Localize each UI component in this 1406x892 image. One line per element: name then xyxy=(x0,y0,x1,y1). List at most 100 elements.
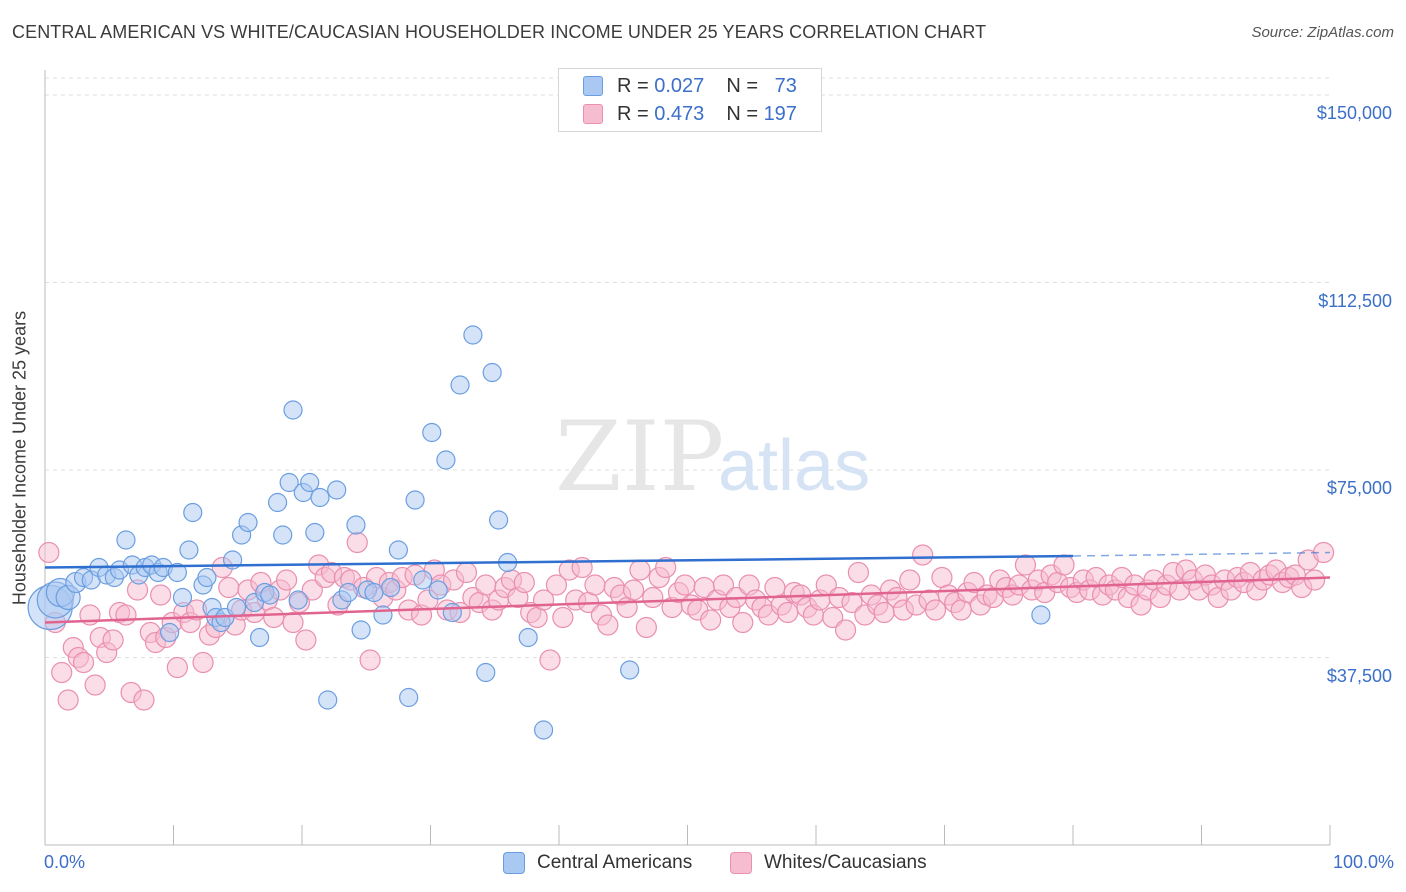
data-point-whites xyxy=(166,656,188,679)
source-label: Source: ZipAtlas.com xyxy=(1251,24,1394,41)
data-point-whites xyxy=(1053,554,1075,576)
y-tick-label: $37,500 xyxy=(1326,665,1392,686)
data-point-whites xyxy=(847,561,870,584)
data-point-central-americans xyxy=(172,587,193,608)
x-tick-label-left: 0.0% xyxy=(44,852,86,872)
data-point-whites xyxy=(629,559,651,581)
legend-swatch-blue xyxy=(583,76,603,96)
data-point-whites xyxy=(642,586,664,609)
data-point-whites xyxy=(359,649,381,671)
data-point-central-americans xyxy=(327,480,347,500)
data-point-whites xyxy=(700,609,722,631)
data-point-central-americans xyxy=(288,590,308,610)
data-point-whites xyxy=(622,579,645,601)
bottom-legend-central-americans: Central Americans xyxy=(503,852,692,874)
y-tick-label: $112,500 xyxy=(1318,290,1392,311)
data-point-whites xyxy=(963,571,985,594)
data-point-central-americans xyxy=(442,602,462,623)
data-point-central-americans xyxy=(238,512,258,533)
data-point-central-americans xyxy=(226,597,247,618)
data-point-central-americans xyxy=(300,472,320,493)
data-point-whites xyxy=(545,574,568,596)
y-tick-label: $150,000 xyxy=(1316,103,1392,123)
data-point-whites xyxy=(539,649,561,671)
legend-r-value: 0.473 xyxy=(654,102,705,125)
data-point-central-americans xyxy=(428,580,448,600)
data-point-central-americans xyxy=(373,605,393,625)
data-point-whites xyxy=(899,569,921,591)
data-point-central-americans xyxy=(1031,605,1051,625)
data-point-central-americans xyxy=(518,627,538,648)
data-point-whites xyxy=(295,629,317,651)
data-point-whites xyxy=(263,606,285,629)
data-point-central-americans xyxy=(476,662,496,683)
data-point-central-americans xyxy=(463,325,483,345)
legend-row-whites: R = 0.473 N = 197 xyxy=(583,101,797,127)
trend-line-blue xyxy=(44,554,1074,569)
data-point-central-americans xyxy=(399,687,419,708)
data-point-central-americans xyxy=(351,620,371,640)
legend-n-value: 73 xyxy=(774,74,797,97)
data-point-whites xyxy=(102,629,124,651)
legend-row-central-americans: R = 0.027 N = 73 xyxy=(583,73,797,99)
data-point-central-americans xyxy=(310,487,330,508)
data-point-whites xyxy=(912,544,934,566)
data-point-central-americans xyxy=(305,522,325,543)
data-point-whites xyxy=(192,651,214,674)
x-tick-label-right: 100.0% xyxy=(1332,852,1394,872)
data-point-whites xyxy=(84,674,106,696)
bottom-legend-label-blue: Central Americans xyxy=(537,852,693,873)
data-point-central-americans xyxy=(116,530,136,550)
data-point-whites xyxy=(655,556,677,579)
trend-line-extension-blue xyxy=(1072,551,1331,557)
data-point-whites xyxy=(924,599,947,621)
bottom-legend-swatch-blue xyxy=(503,852,525,874)
legend-n-value: 197 xyxy=(763,102,797,125)
data-point-central-americans xyxy=(318,690,338,710)
watermark-zip: ZIP xyxy=(555,401,724,513)
data-point-central-americans xyxy=(160,622,180,643)
data-point-whites xyxy=(51,661,73,684)
data-point-central-americans xyxy=(388,540,408,560)
data-point-whites xyxy=(115,604,137,626)
data-point-central-americans xyxy=(267,492,288,513)
data-point-central-americans xyxy=(381,577,401,598)
legend-r-label: R = xyxy=(617,74,649,97)
data-point-central-americans xyxy=(260,585,280,605)
data-point-whites xyxy=(712,574,735,596)
data-point-central-americans xyxy=(450,375,470,395)
correlation-legend: R = 0.027 N = 73 R = 0.473 N = 197 xyxy=(558,68,822,132)
data-point-central-americans xyxy=(364,582,384,603)
data-point-whites xyxy=(133,689,155,711)
data-point-whites xyxy=(275,569,298,591)
data-point-whites xyxy=(513,571,535,594)
data-point-whites xyxy=(150,584,172,606)
data-point-central-americans xyxy=(413,570,433,590)
data-point-whites xyxy=(732,611,754,634)
data-point-whites xyxy=(38,541,60,564)
data-point-whites xyxy=(72,651,95,674)
data-point-whites xyxy=(777,601,799,624)
data-point-whites xyxy=(584,574,606,596)
legend-swatch-pink xyxy=(583,104,603,124)
data-point-central-americans xyxy=(405,490,425,510)
data-point-whites xyxy=(455,561,478,584)
data-point-central-americans xyxy=(422,422,442,443)
data-point-whites xyxy=(1014,554,1037,576)
legend-r-value: 0.027 xyxy=(654,74,705,97)
legend-n-label: N = xyxy=(726,74,758,97)
data-point-whites xyxy=(57,689,79,711)
trend-line-pink xyxy=(44,576,1331,624)
chart-title: CENTRAL AMERICAN VS WHITE/CAUCASIAN HOUS… xyxy=(12,22,987,42)
data-point-whites xyxy=(1303,569,1326,591)
data-point-central-americans xyxy=(436,450,456,470)
data-point-whites xyxy=(674,574,696,596)
watermark-atlas: atlas xyxy=(718,426,870,506)
bottom-legend-swatch-pink xyxy=(730,852,752,874)
data-point-central-americans xyxy=(346,515,366,535)
data-point-central-americans xyxy=(620,660,640,680)
y-tick-label: $75,000 xyxy=(1326,478,1392,498)
bottom-legend-label-pink: Whites/Caucasians xyxy=(764,852,927,873)
data-point-whites xyxy=(218,576,240,599)
data-point-central-americans xyxy=(489,510,509,530)
